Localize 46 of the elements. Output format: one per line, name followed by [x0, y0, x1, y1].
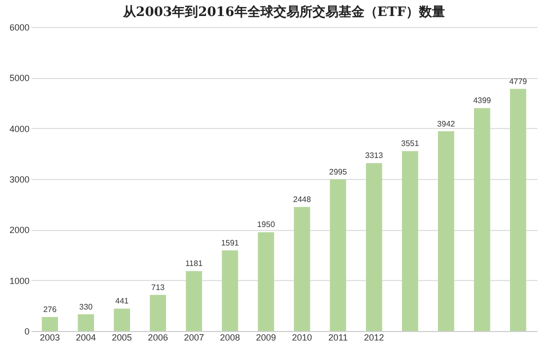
- bar: [510, 88, 526, 331]
- data-label: 330: [79, 302, 94, 312]
- x-tick-label: 2003: [40, 332, 60, 342]
- x-tick-label: 2004: [76, 332, 96, 342]
- bar: [474, 108, 490, 331]
- bar: [150, 294, 166, 331]
- data-label: 3313: [365, 151, 384, 160]
- y-tick-label: 2000: [9, 225, 30, 236]
- data-label: 3942: [437, 119, 456, 128]
- data-label: 2995: [329, 167, 348, 176]
- x-tick-label: 2005: [112, 332, 132, 342]
- bar: [402, 151, 418, 331]
- data-label: 1591: [221, 238, 240, 248]
- bar: [222, 250, 238, 331]
- x-tick-label: 2007: [184, 332, 204, 342]
- data-label: 4399: [473, 96, 492, 106]
- data-label: 3551: [401, 139, 420, 148]
- y-tick-label: 5000: [9, 73, 30, 84]
- bar: [114, 308, 130, 331]
- x-tick-label: 2008: [220, 332, 240, 342]
- x-tick-label: 2006: [148, 332, 168, 342]
- data-label: 441: [115, 296, 130, 306]
- x-tick-label: 2012: [364, 332, 384, 342]
- bar: [42, 317, 58, 331]
- bar: [366, 163, 382, 331]
- y-tick-label: 1000: [9, 276, 30, 286]
- data-label: 1181: [185, 259, 204, 268]
- data-label: 1950: [257, 220, 276, 230]
- bar: [294, 206, 310, 331]
- bar: [186, 271, 202, 331]
- data-label: 2448: [293, 194, 312, 204]
- bar: [258, 232, 274, 331]
- y-tick-label: 0: [24, 326, 30, 336]
- y-tick-label: 4000: [9, 124, 30, 134]
- data-label: 713: [151, 282, 166, 292]
- bar: [78, 314, 94, 331]
- y-tick-label: 6000: [9, 22, 30, 32]
- chart-title: 从2003年到2016年全球交易所交易基金（ETF）数量: [122, 4, 446, 20]
- data-label: 276: [43, 305, 58, 314]
- data-label: 4779: [509, 76, 528, 86]
- bar: [438, 131, 454, 331]
- x-tick-label: 2011: [328, 332, 348, 342]
- x-tick-label: 2010: [292, 332, 312, 342]
- x-tick-label: 2009: [256, 332, 276, 342]
- bar: [330, 179, 346, 331]
- y-tick-label: 3000: [9, 174, 30, 184]
